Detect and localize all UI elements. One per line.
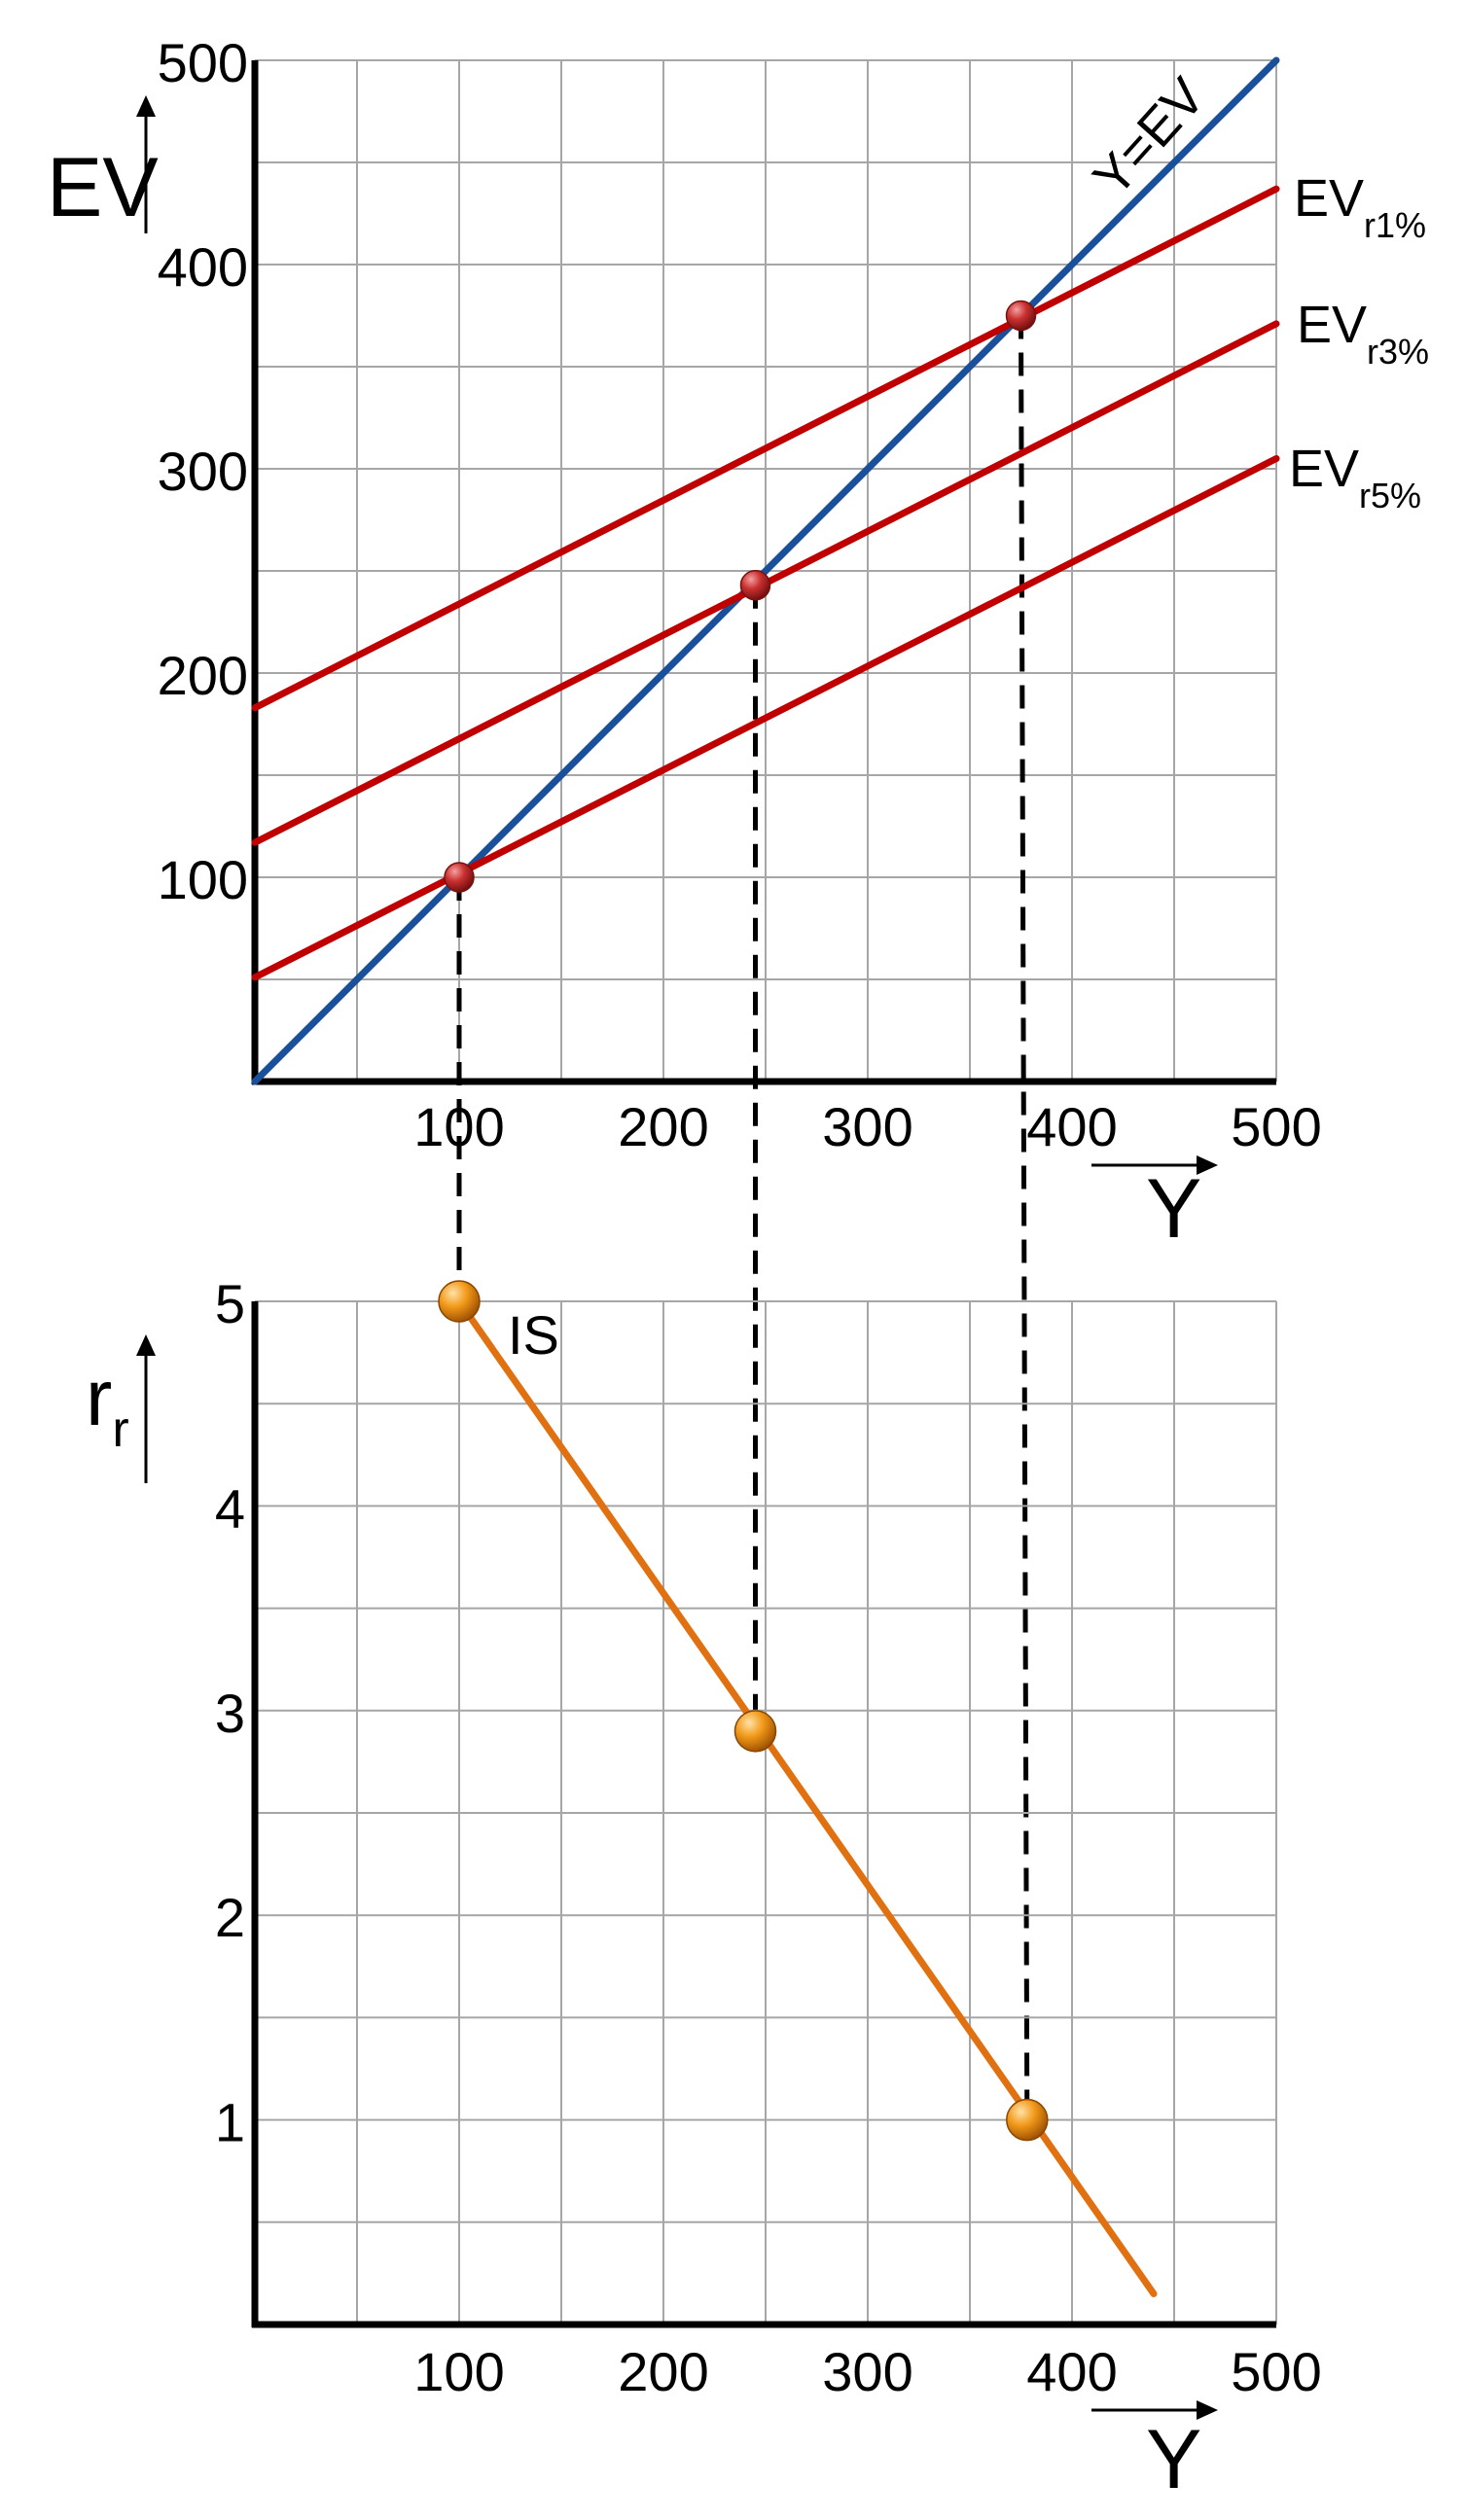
series-label-ev-r5-sub: r5% bbox=[1359, 476, 1421, 515]
top-x-tick-label: 300 bbox=[822, 1096, 912, 1157]
top-x-axis-arrow bbox=[1091, 1155, 1218, 1175]
series-label-ev-r5-main: EV bbox=[1289, 440, 1359, 498]
top-x-tick-label: 400 bbox=[1026, 1096, 1117, 1157]
series-label-ev-r3-main: EV bbox=[1297, 296, 1367, 354]
bottom-y-tick-label: 1 bbox=[215, 2092, 245, 2153]
bottom-grid bbox=[255, 1300, 1277, 2325]
bottom-y-axis-title-main: r bbox=[86, 1354, 112, 1442]
top-x-tick-label: 100 bbox=[413, 1096, 504, 1157]
bottom-x-tick-label: 400 bbox=[1026, 2341, 1117, 2402]
top-y-tick-label: 400 bbox=[158, 236, 248, 298]
series-label-is: IS bbox=[508, 1304, 559, 1366]
bottom-x-axis-arrow-head bbox=[1197, 2400, 1218, 2420]
bottom-y-axis-title: rr bbox=[86, 1354, 129, 1458]
series-label-ev-r5: EVr5% bbox=[1289, 440, 1421, 515]
bottom-y-axis-arrow-head bbox=[136, 1334, 156, 1356]
series-line-ev-r1pct bbox=[251, 185, 1280, 712]
is-point bbox=[438, 1280, 481, 1323]
top-y-axis-title: EV bbox=[47, 141, 159, 234]
bottom-y-tick-label: 4 bbox=[215, 1477, 245, 1539]
bottom-y-tick-label: 3 bbox=[215, 1683, 245, 1744]
equilibrium-point bbox=[444, 862, 475, 893]
top-y-tick-label: 500 bbox=[158, 32, 248, 93]
top-x-tick-label: 200 bbox=[618, 1096, 708, 1157]
top-y-tick-label: 200 bbox=[158, 645, 248, 706]
bottom-x-axis-arrow bbox=[1091, 2400, 1218, 2420]
top-x-axis-arrow-head bbox=[1197, 1155, 1218, 1175]
equilibrium-point bbox=[739, 569, 771, 601]
bottom-x-tick-label: 100 bbox=[413, 2341, 504, 2402]
equilibrium-point bbox=[1005, 300, 1037, 332]
is-point bbox=[1006, 2098, 1049, 2142]
bottom-y-tick-label: 5 bbox=[215, 1273, 245, 1334]
top-x-axis-title: Y bbox=[1146, 1162, 1201, 1256]
projection-lines bbox=[456, 315, 1030, 2120]
series-label-ev-r3: EVr3% bbox=[1297, 296, 1429, 372]
top-grid bbox=[255, 59, 1277, 1082]
top-y-tick-label: 300 bbox=[158, 441, 248, 502]
series-label-ev-r1-main: EV bbox=[1294, 169, 1364, 228]
bottom-y-axis-arrow bbox=[136, 1334, 156, 1483]
projection-line bbox=[1019, 315, 1030, 2120]
series-label-ev-r3-sub: r3% bbox=[1367, 332, 1429, 372]
bottom-y-tick-label: 2 bbox=[215, 1887, 245, 1948]
bottom-x-tick-label: 200 bbox=[618, 2341, 708, 2402]
is-point bbox=[733, 1710, 777, 1753]
bottom-x-tick-label: 300 bbox=[822, 2341, 912, 2402]
series-label-ev-r1: EVr1% bbox=[1294, 169, 1426, 245]
bottom-x-axis-title: Y bbox=[1146, 2413, 1201, 2506]
top-x-tick-label: 500 bbox=[1231, 1096, 1321, 1157]
bottom-x-tick-label: 500 bbox=[1231, 2341, 1321, 2402]
bottom-y-axis-title-sub: r bbox=[112, 1402, 128, 1458]
top-y-axis-arrow-head bbox=[136, 95, 156, 117]
top-y-tick-label: 100 bbox=[158, 849, 248, 910]
series-line-y-ev bbox=[251, 56, 1280, 1085]
series-line-is bbox=[455, 1297, 1158, 2297]
top-y-axis-arrow bbox=[136, 95, 156, 233]
series-label-ev-r1-sub: r1% bbox=[1364, 205, 1426, 245]
series-line-ev-r5pct bbox=[251, 455, 1280, 981]
